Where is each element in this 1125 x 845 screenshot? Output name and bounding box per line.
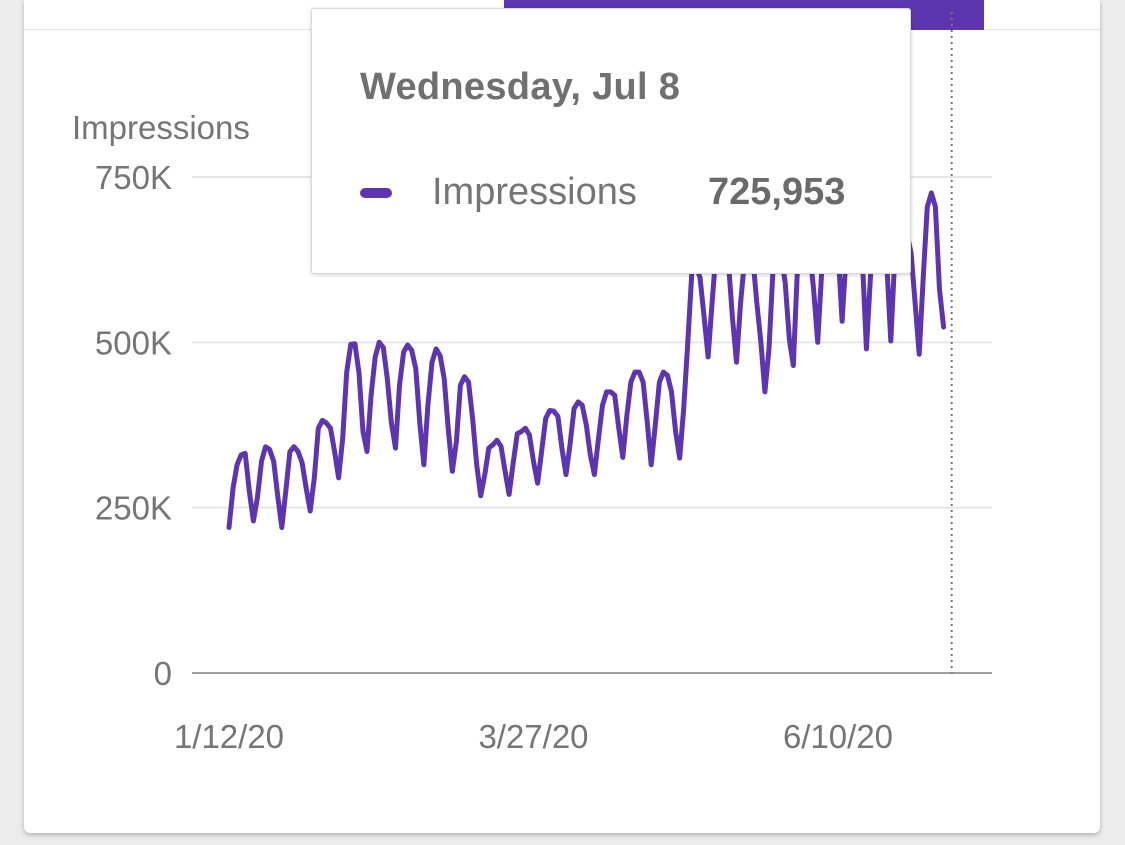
tooltip-date: Wednesday, Jul 8 (360, 66, 681, 108)
y-axis-ticks: 0 250K 500K 750K (95, 159, 172, 692)
highlighted-data-point[interactable] (940, 0, 963, 11)
x-tick-label: 1/12/20 (174, 718, 284, 755)
x-tick-label: 3/27/20 (478, 718, 588, 755)
y-tick-label: 750K (95, 159, 172, 196)
series-color-swatch (360, 188, 392, 198)
x-tick-label: 6/10/20 (783, 718, 893, 755)
y-axis-label: Impressions (72, 109, 250, 146)
tooltip-value: 725,953 (708, 171, 846, 213)
y-tick-label: 0 (154, 655, 172, 692)
x-axis-ticks: 1/12/20 3/27/20 6/10/20 (174, 718, 893, 755)
tooltip-series-name: Impressions (432, 171, 637, 213)
y-tick-label: 250K (95, 490, 172, 527)
hover-tooltip: Wednesday, Jul 8 Impressions 725,953 (311, 8, 911, 274)
y-tick-label: 500K (95, 324, 172, 361)
